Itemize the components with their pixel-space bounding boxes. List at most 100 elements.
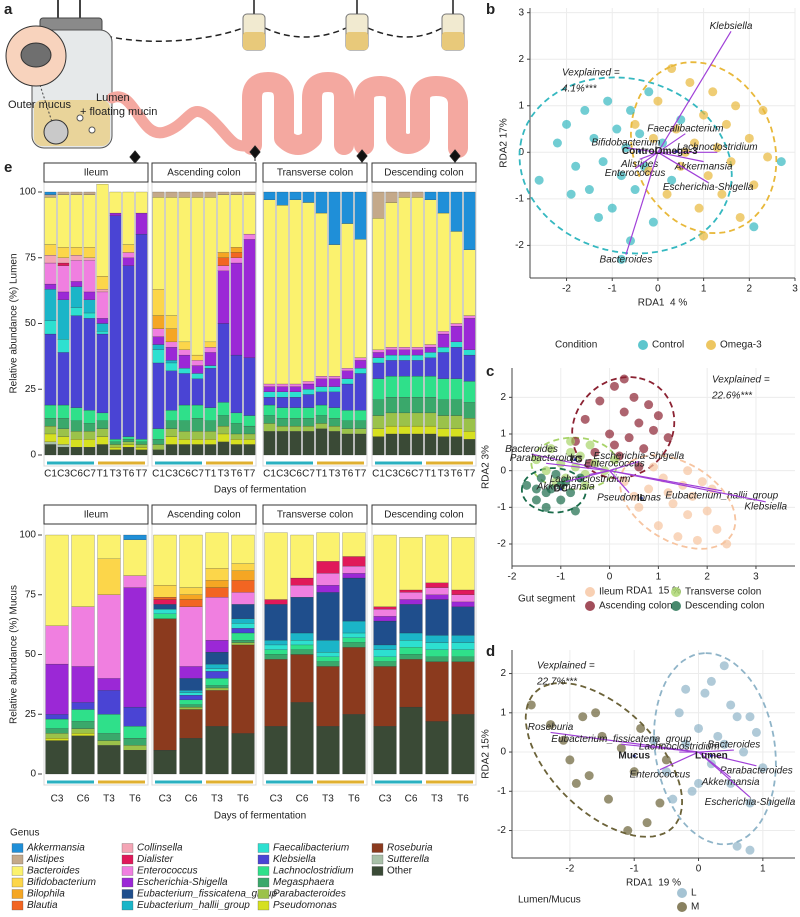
x-tick-label: 2 xyxy=(704,572,710,583)
centroid-label: Omega-3 xyxy=(655,146,698,157)
point xyxy=(591,708,601,718)
x-tick-label: T6 xyxy=(123,469,135,480)
bar-segment xyxy=(191,197,204,356)
bar-segment xyxy=(302,418,315,427)
point xyxy=(735,212,745,222)
bar-segment xyxy=(399,659,423,708)
bar-segment xyxy=(373,666,397,727)
bar-segment xyxy=(96,444,109,456)
bar-segment xyxy=(57,418,70,429)
bar-segment xyxy=(44,444,57,456)
legend-label: Eubacterium_hallii_group xyxy=(137,900,250,911)
point xyxy=(662,189,672,199)
bar-segment xyxy=(122,447,135,456)
x-tick-label: C3 xyxy=(270,794,283,805)
legend-swatch xyxy=(11,889,24,899)
x-tick-label: C6 xyxy=(405,794,418,805)
y-axis-title: Relative abundance (%) Mucus xyxy=(9,585,20,724)
point xyxy=(616,743,626,753)
x-tick-label: C3 xyxy=(159,794,172,805)
bar-segment xyxy=(341,223,354,369)
bar-segment xyxy=(437,212,450,332)
panel-a-diagram: Outer mucus Lumen + floating mucin xyxy=(5,0,468,178)
bar-segment xyxy=(231,580,255,593)
small-jars xyxy=(242,0,465,51)
bar-segment xyxy=(152,449,165,456)
bar-segment xyxy=(373,608,397,617)
panel-letter: e xyxy=(4,159,12,176)
bar-segment xyxy=(290,597,314,634)
bar-segment xyxy=(45,738,69,741)
centroid xyxy=(559,487,563,491)
x-tick-label: C3 xyxy=(51,794,64,805)
bar-segment xyxy=(96,428,109,437)
legend-title: Condition xyxy=(555,340,597,351)
loading-label: Bacteroides xyxy=(505,444,558,455)
bar-segment xyxy=(231,563,255,571)
bar-segment xyxy=(385,191,398,203)
point xyxy=(661,755,671,765)
bar-segment xyxy=(411,397,424,414)
bar-segment xyxy=(342,642,366,648)
bar-segment xyxy=(165,191,178,198)
legend-swatch xyxy=(677,902,687,912)
point xyxy=(644,400,654,410)
ellipse xyxy=(571,376,676,479)
point xyxy=(635,129,645,139)
bar-segment xyxy=(424,199,437,345)
bar-segment xyxy=(70,247,83,256)
bar-segment xyxy=(44,191,57,195)
point xyxy=(623,826,633,836)
bar-segment xyxy=(152,289,165,316)
bar-segment xyxy=(178,444,191,456)
bar-segment xyxy=(179,606,203,667)
bar-segment xyxy=(205,663,229,669)
x-tick-label: -2 xyxy=(565,864,574,875)
bar-segment xyxy=(217,323,230,403)
point xyxy=(590,447,600,457)
bar-segment xyxy=(191,418,204,432)
bar-segment xyxy=(109,449,122,456)
point xyxy=(712,143,722,153)
legend-swatch xyxy=(257,866,270,876)
x-axis-title: RDA1 19 % xyxy=(626,878,681,889)
bar-segment xyxy=(152,328,165,337)
bar-segment xyxy=(243,194,256,235)
bar-segment xyxy=(217,191,230,195)
point xyxy=(692,535,702,545)
bar-segment xyxy=(328,386,341,392)
bar-segment xyxy=(178,197,191,343)
x-tick-label: T3 xyxy=(218,469,230,480)
bar-segment xyxy=(204,191,217,198)
point xyxy=(580,105,590,115)
annotation: Vexplained = xyxy=(537,661,595,672)
bar-segment xyxy=(44,194,57,198)
bar-segment xyxy=(315,212,328,377)
bar-segment xyxy=(437,399,450,416)
bar-segment xyxy=(217,425,230,435)
bar-segment xyxy=(231,644,255,734)
bar-segment xyxy=(97,690,121,715)
bar-segment xyxy=(71,709,95,722)
point xyxy=(699,231,709,241)
legend-swatch xyxy=(677,888,687,898)
legend-label: Ileum xyxy=(599,587,623,598)
bar-segment xyxy=(302,425,315,432)
bar-segment xyxy=(450,231,463,324)
bar-segment xyxy=(123,587,147,708)
panel-letter: a xyxy=(4,1,13,18)
bar-segment xyxy=(373,616,397,622)
point xyxy=(603,96,613,106)
bar-segment xyxy=(178,368,191,374)
x-tick-label: 0 xyxy=(607,572,613,583)
x-tick-label: 2 xyxy=(747,284,753,295)
x-tick-label: T6 xyxy=(342,469,354,480)
bar-segment xyxy=(342,637,366,643)
bar-segment xyxy=(328,378,341,387)
bar-segment xyxy=(372,399,385,416)
facet-strip xyxy=(371,504,477,525)
bar-segment xyxy=(399,706,423,775)
legend-label: Akkermansia xyxy=(26,843,85,854)
point xyxy=(644,87,654,97)
